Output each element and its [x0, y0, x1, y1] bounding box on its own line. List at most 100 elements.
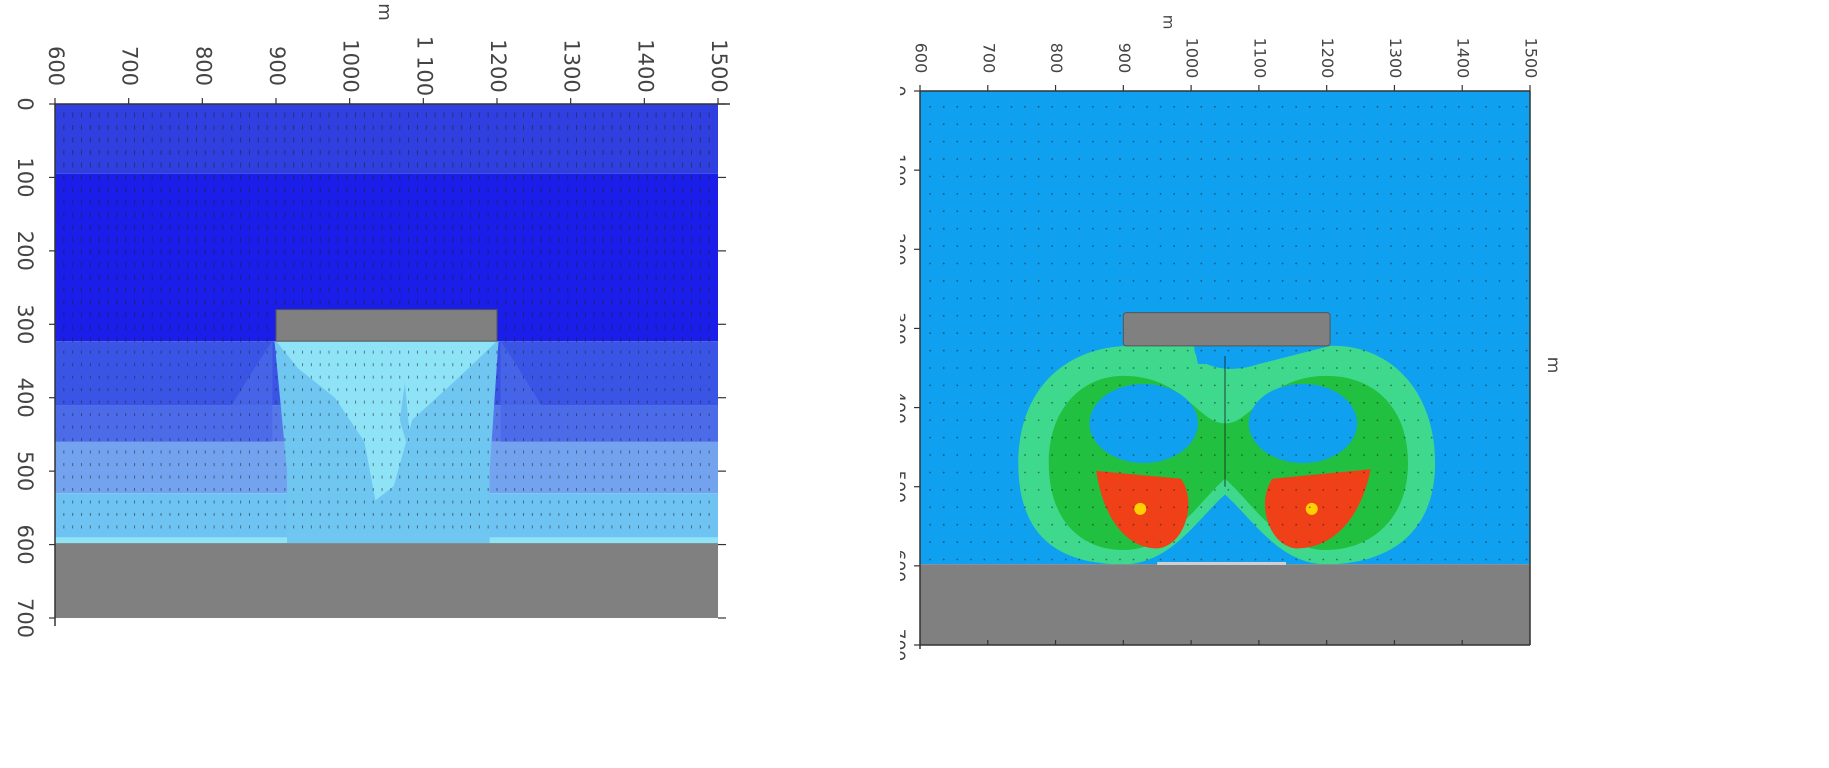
right-arrow-491	[1485, 280, 1487, 282]
right-arrow-629	[1322, 349, 1325, 352]
right-arrow-506	[1078, 297, 1081, 300]
right-arrow-67	[1227, 123, 1230, 126]
right-arrow-1164	[1254, 558, 1257, 561]
right-arrow-1098	[969, 541, 972, 544]
right-arrow-836	[1078, 436, 1081, 439]
left-y-tick-label-2: 200	[13, 231, 37, 271]
right-arrow-918	[969, 471, 972, 474]
right-arrow-1085	[1403, 523, 1406, 526]
right-arrow-331	[1146, 227, 1148, 230]
right-arrow-1004	[1525, 488, 1528, 491]
right-arrow-1181	[1485, 558, 1487, 561]
right-arrow-117	[1295, 140, 1298, 143]
right-arrow-271	[942, 210, 945, 213]
right-arrow-1088	[1444, 523, 1447, 526]
right-arrow-480	[1335, 280, 1338, 282]
right-arrow-179	[1525, 158, 1528, 160]
right-arrow-938	[1241, 471, 1243, 474]
right-arrow-1109	[1119, 541, 1121, 544]
right-arrow-418	[1105, 262, 1108, 265]
right-arrow-358	[1512, 227, 1514, 230]
right-arrow-862	[1430, 436, 1433, 439]
right-arrow-943	[1308, 471, 1311, 474]
right-arrow-315	[929, 227, 932, 230]
right-arrow-39	[1457, 105, 1460, 108]
right-arrow-630	[1335, 349, 1338, 352]
right-arrow-246	[1213, 192, 1216, 195]
right-arrow-374	[1119, 245, 1121, 248]
right-arrow-1074	[1254, 523, 1257, 526]
right-arrow-427	[1227, 262, 1230, 265]
right-arrow-1147	[1024, 558, 1026, 561]
right-arrow-89	[1525, 123, 1528, 126]
right-arrow-87	[1498, 123, 1501, 126]
right-arrow-476	[1281, 280, 1284, 282]
right-arrow-723	[1376, 384, 1379, 387]
right-arrow-1108	[1105, 541, 1108, 544]
right-arrow-908	[1444, 454, 1447, 456]
right-arrow-993	[1376, 488, 1379, 491]
right-arrow-65	[1200, 123, 1203, 126]
right-arrow-486	[1417, 280, 1420, 282]
right-arrow-1173	[1376, 558, 1379, 561]
right-arrow-640	[1471, 349, 1474, 352]
right-arrow-155	[1200, 158, 1203, 160]
right-arrow-1172	[1363, 558, 1365, 561]
right-arrow-689	[1525, 367, 1528, 369]
right-arrow-800	[1200, 419, 1203, 422]
right-arrow-857	[1363, 436, 1365, 439]
right-arrow-113	[1241, 140, 1243, 143]
right-arrow-151	[1146, 158, 1148, 160]
right-arrow-954	[1457, 471, 1460, 474]
right-x-tick-label-7: 1300	[1386, 38, 1405, 79]
right-arrow-167	[1363, 158, 1365, 160]
right-arrow-1072	[1227, 523, 1230, 526]
right-objects	[920, 312, 1530, 645]
right-arrow-881	[1078, 454, 1081, 456]
right-arrow-647	[956, 367, 959, 369]
right-arrow-835	[1064, 436, 1067, 439]
right-arrow-1082	[1363, 523, 1365, 526]
right-arrow-408	[969, 262, 972, 265]
right-arrow-544	[983, 314, 986, 317]
right-arrow-784	[983, 419, 986, 422]
right-arrow-658	[1105, 367, 1108, 369]
right-arrow-911	[1485, 454, 1487, 456]
right-arrow-935	[1200, 471, 1203, 474]
right-arrow-692	[956, 384, 959, 387]
right-arrow-244	[1186, 192, 1189, 195]
right-arrow-1100	[997, 541, 999, 544]
right-arrow-1006	[942, 506, 945, 509]
right-arrow-192	[1091, 175, 1094, 178]
right-arrow-1033	[1308, 506, 1311, 509]
right-arrow-771	[1417, 401, 1420, 404]
right-arrow-1061	[1078, 523, 1081, 526]
right-arrow-298	[1308, 210, 1311, 213]
right-arrow-453	[969, 280, 972, 282]
right-arrow-1129	[1390, 541, 1392, 544]
right-arrow-187	[1024, 175, 1026, 178]
right-arrow-810	[1335, 419, 1338, 422]
right-arrow-514	[1186, 297, 1189, 300]
right-arrow-1160	[1200, 558, 1203, 561]
right-arrow-1139	[1525, 541, 1528, 544]
right-arrow-952	[1430, 471, 1433, 474]
right-arrow-278	[1037, 210, 1040, 213]
right-arrow-1044	[1457, 506, 1460, 509]
right-arrow-615	[1132, 349, 1135, 352]
right-arrow-1062	[1091, 523, 1094, 526]
right-arrow-587	[1363, 332, 1365, 335]
right-arrow-487	[1430, 280, 1433, 282]
right-arrow-1145	[997, 558, 999, 561]
right-arrow-141	[1010, 158, 1013, 160]
right-arrow-620	[1200, 349, 1203, 352]
right-arrow-893	[1241, 454, 1243, 456]
right-arrow-199	[1186, 175, 1189, 178]
right-arrow-327	[1091, 227, 1094, 230]
right-arrow-946	[1349, 471, 1352, 474]
right-arrow-433	[1308, 262, 1311, 265]
right-arrow-874	[983, 454, 986, 456]
right-arrow-877	[1024, 454, 1026, 456]
right-arrow-475	[1268, 280, 1270, 282]
right-arrow-611	[1078, 349, 1081, 352]
